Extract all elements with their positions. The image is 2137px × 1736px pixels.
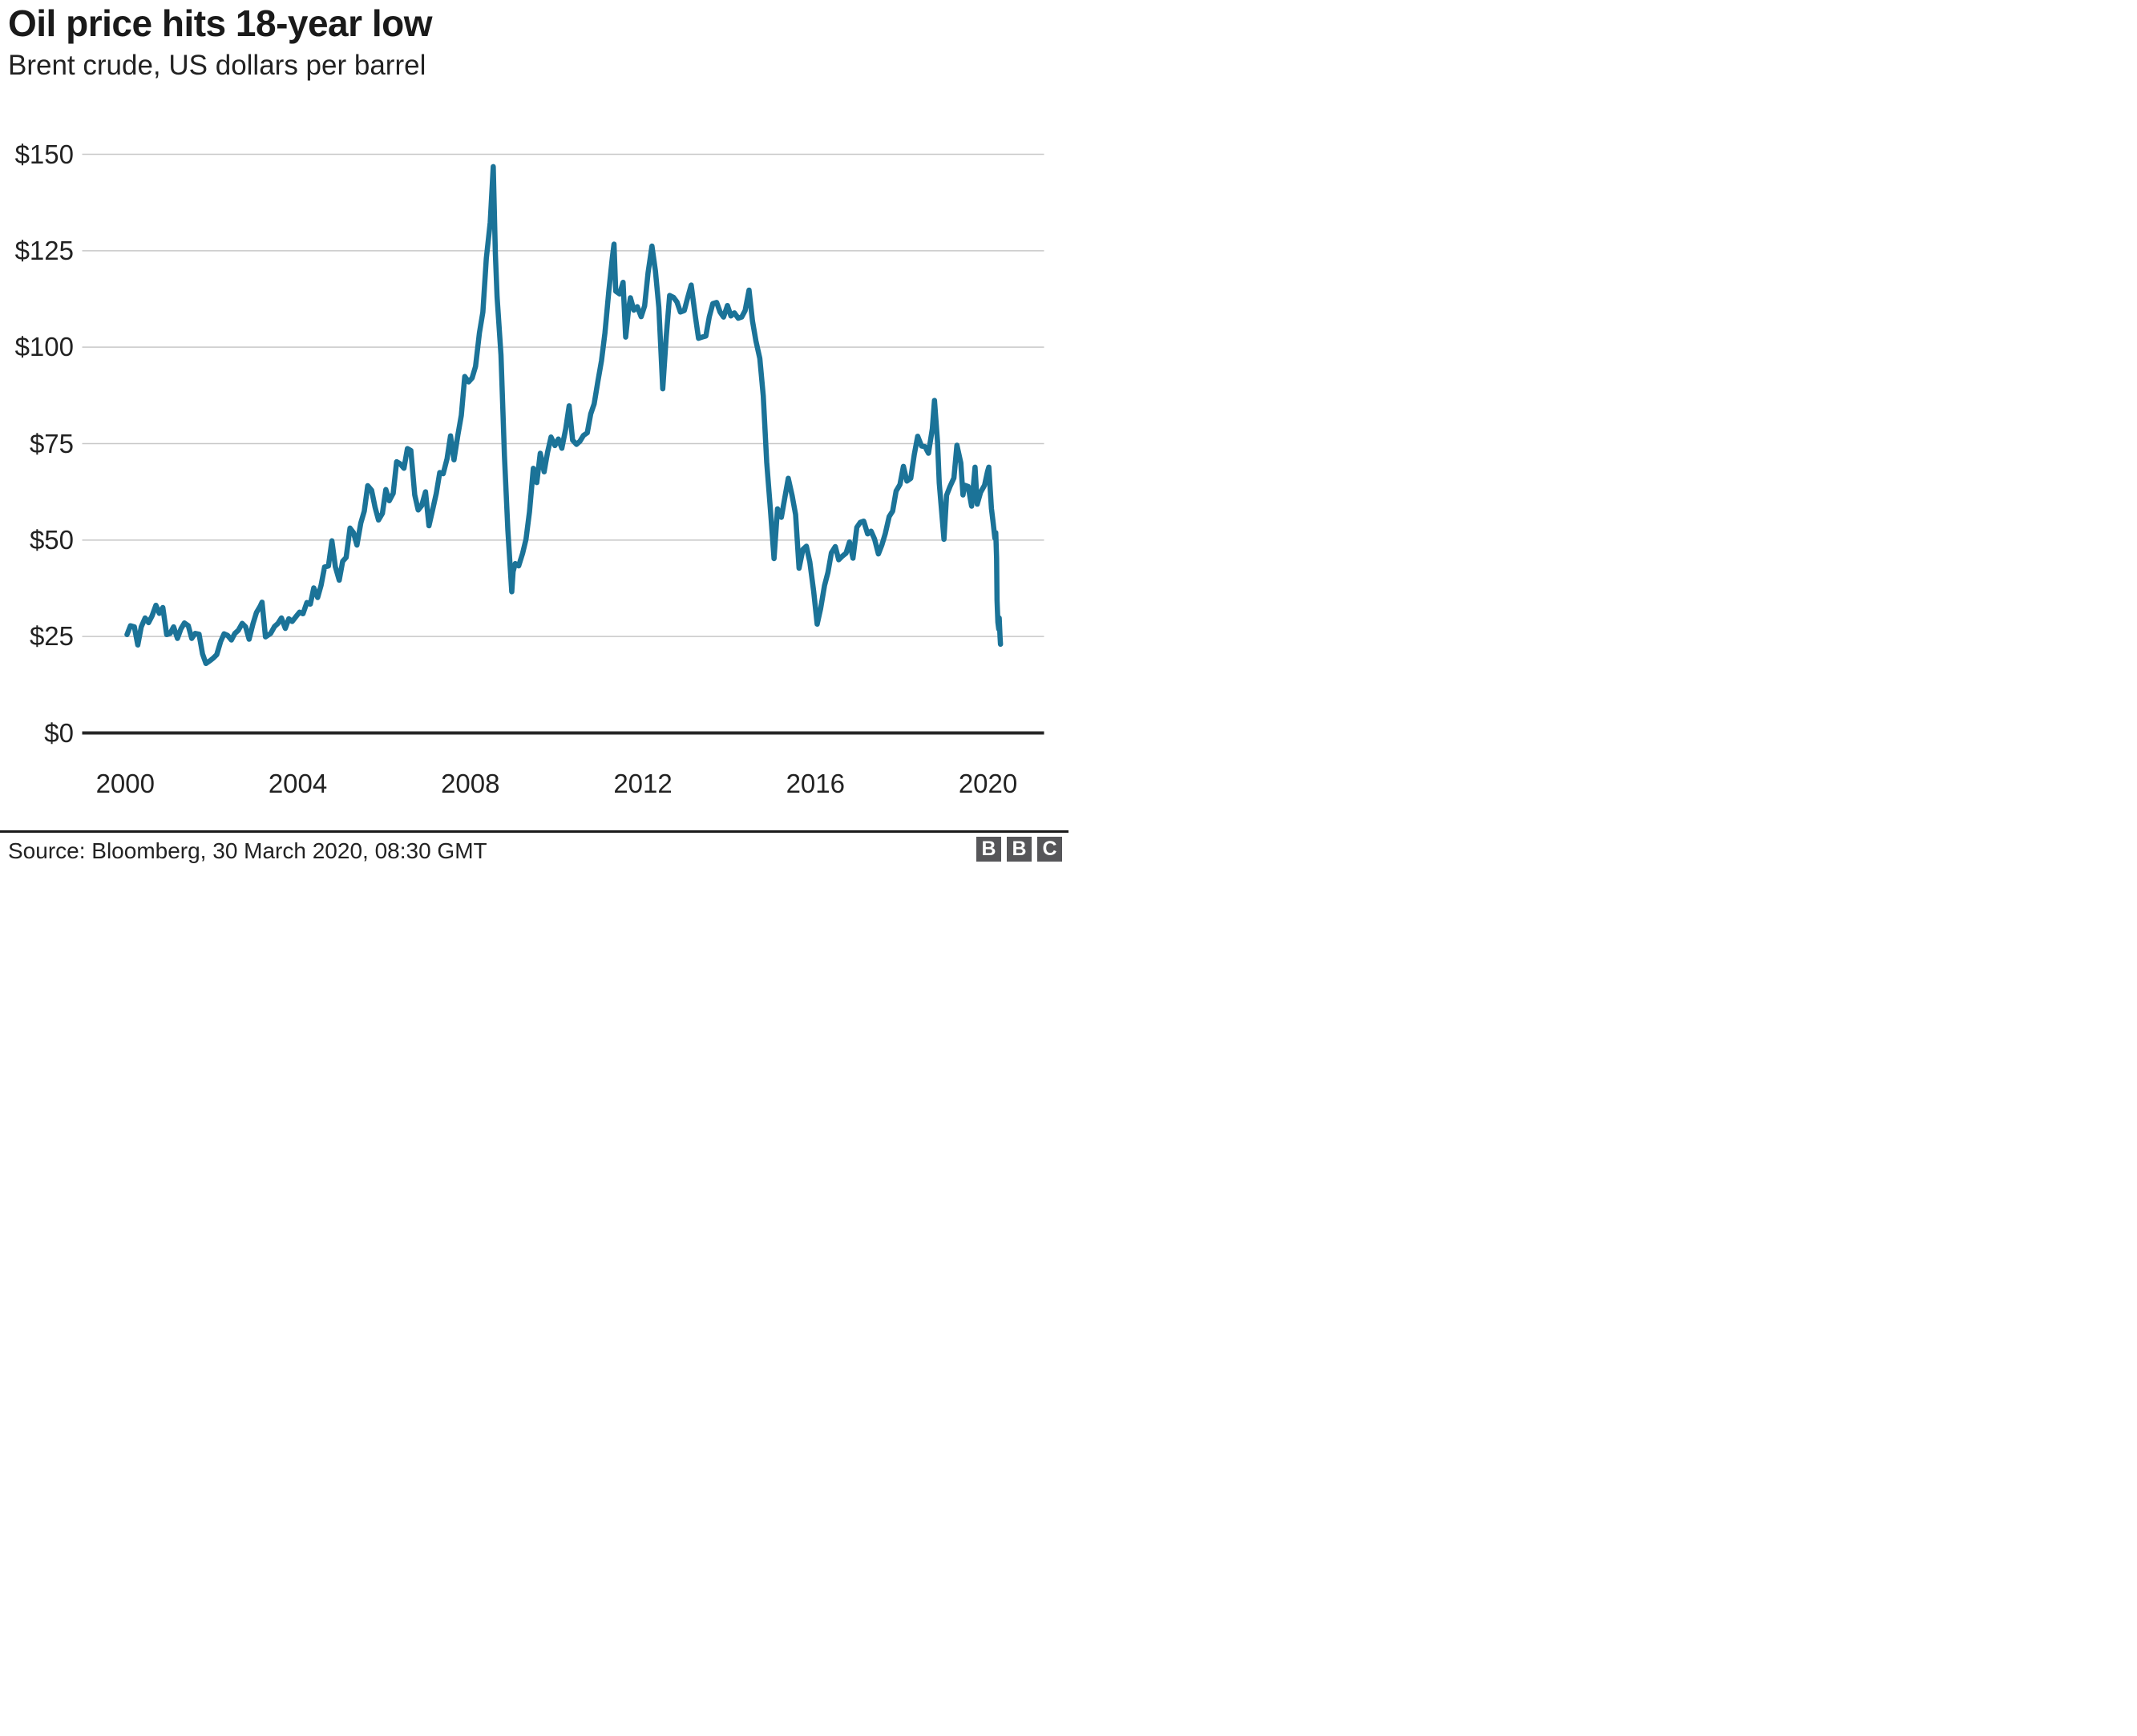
bbc-logo-letter: B <box>981 838 996 860</box>
y-axis-label-$25: $25 <box>29 621 74 652</box>
y-axis-label-$100: $100 <box>14 332 74 362</box>
x-axis-label-2012: 2012 <box>613 769 673 798</box>
x-axis-label-2000: 2000 <box>95 769 155 798</box>
bbc-logo-block-3: C <box>1037 837 1062 862</box>
page-title: Oil price hits 18-year low <box>8 2 432 44</box>
y-axis-label-$50: $50 <box>29 524 74 555</box>
bbc-oil-price-graphic: Oil price hits 18-year low Brent crude, … <box>0 0 1068 868</box>
bbc-logo: B B C <box>976 837 1062 862</box>
price-line-series <box>124 164 1004 667</box>
x-axis-label-2016: 2016 <box>786 769 845 798</box>
y-axis-label-$150: $150 <box>14 139 74 169</box>
bbc-logo-block-2: B <box>1007 837 1032 862</box>
line-chart: $0 $25 $50 $75 $100 $125 $150 2000 2004 2008 2012… <box>0 0 1068 868</box>
x-axis-label-2004: 2004 <box>268 769 328 798</box>
bbc-logo-letter: B <box>1012 838 1027 860</box>
x-axis-label-2020: 2020 <box>958 769 1018 798</box>
page-subtitle: Brent crude, US dollars per barrel <box>8 50 426 81</box>
bbc-logo-block-1: B <box>976 837 1001 862</box>
y-axis-label-$125: $125 <box>14 235 74 265</box>
bbc-logo-letter: C <box>1042 838 1057 860</box>
x-axis-label-2008: 2008 <box>441 769 500 798</box>
footer-divider <box>0 830 1068 833</box>
source-text: Source: Bloomberg, 30 March 2020, 08:30 … <box>8 838 487 863</box>
y-axis-label-$75: $75 <box>29 428 74 458</box>
chart-canvas <box>82 153 1044 735</box>
y-axis-label-$0: $0 <box>44 717 74 748</box>
